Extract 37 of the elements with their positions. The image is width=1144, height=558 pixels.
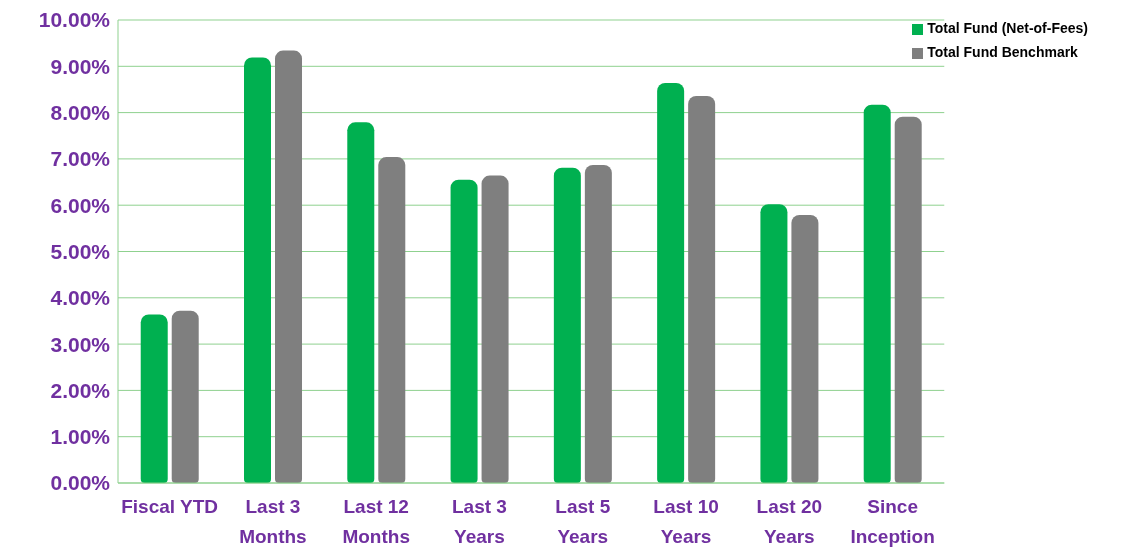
y-tick-label: 7.00% [50,147,111,171]
bar [894,116,922,483]
bar [760,204,788,483]
y-tick-label: 3.00% [50,332,111,356]
x-tick-label: Last 3 Years [452,496,507,547]
x-tick-label: Since Inception [850,496,935,547]
bar [657,82,685,483]
bar [378,157,406,483]
y-tick-label: 1.00% [50,425,111,449]
x-tick-label: Last 20 Years [756,496,823,547]
y-tick-label: 2.00% [50,378,111,402]
bar [244,57,272,483]
x-tick-label: Last 12 Months [342,496,410,547]
y-tick-label: 8.00% [50,101,111,125]
bar [450,179,478,483]
bar [275,50,303,483]
bar [791,214,819,483]
bar [688,95,716,483]
legend-label: Total Fund (Net-of-Fees) [927,20,1088,36]
x-tick-label: Last 5 Years [555,496,611,547]
y-tick-label: 4.00% [50,286,111,310]
x-tick-label: Last 3 Months [239,496,307,547]
y-tick-label: 5.00% [50,239,111,263]
y-tick-label: 0.00% [50,471,111,495]
x-tick-label: Last 10 Years [653,496,719,547]
legend-label: Total Fund Benchmark [927,44,1078,60]
bar [584,164,612,483]
x-tick-label: Fiscal YTD [121,496,219,517]
bar [863,104,891,483]
bar [140,314,168,483]
bar [553,167,581,483]
bar [481,175,509,483]
bar [171,310,199,483]
bar [347,122,375,483]
y-tick-label: 10.00% [38,8,111,32]
y-tick-label: 6.00% [50,193,111,217]
y-tick-label: 9.00% [50,54,111,78]
